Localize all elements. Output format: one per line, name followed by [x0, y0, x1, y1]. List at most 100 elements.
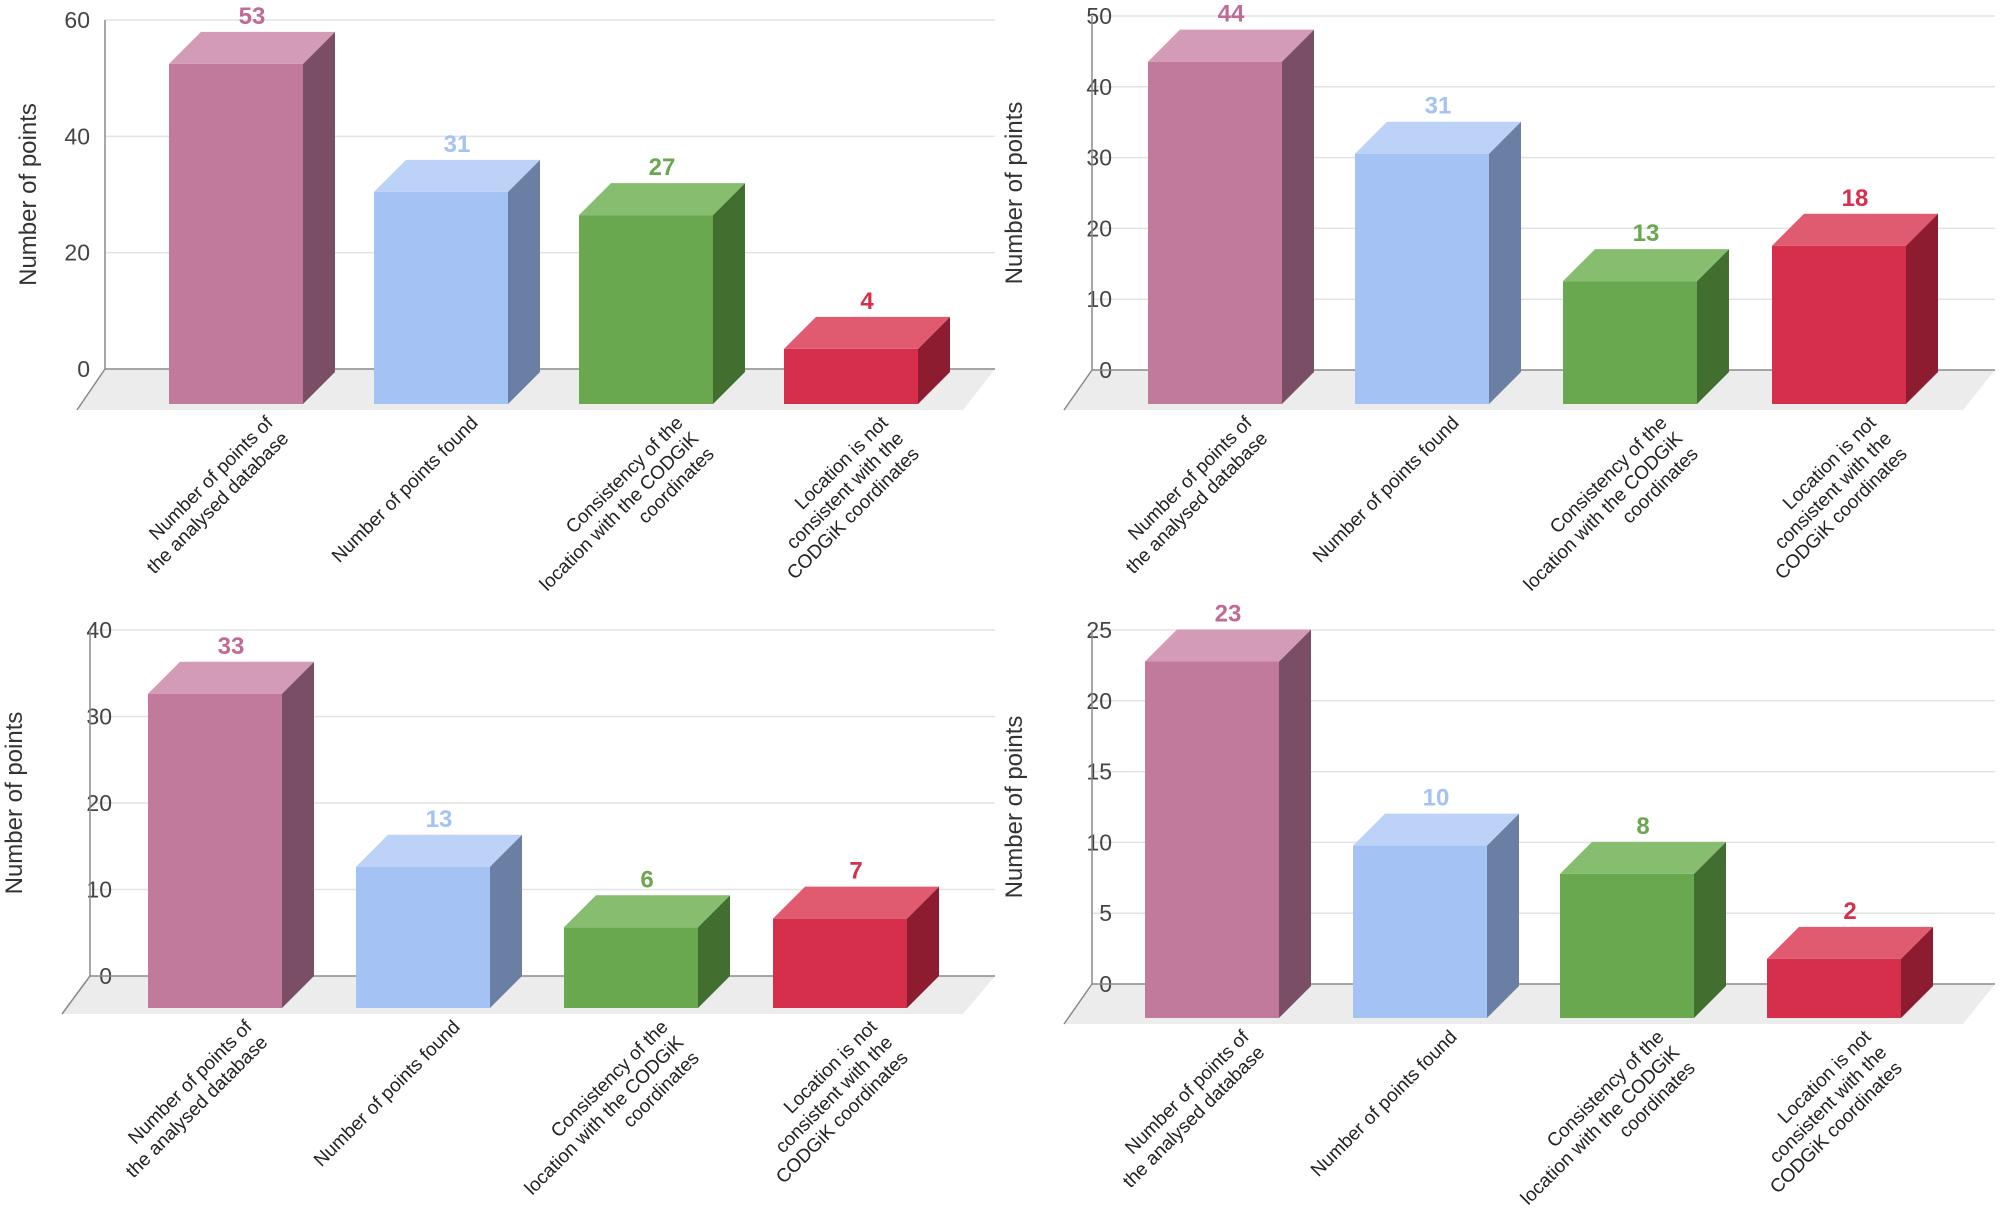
category-label: Consistency of thelocation with the CODG…: [520, 412, 719, 611]
category-label-line: location with the CODGiK: [521, 1032, 688, 1199]
bar-top: [784, 316, 950, 349]
y-tick-label: 10: [1086, 829, 1112, 855]
category-label: Consistency of thelocation with the CODG…: [1501, 1026, 1700, 1224]
category-label: Number of points ofthe analysed database: [127, 412, 293, 578]
bar-side: [1489, 121, 1521, 404]
data-label: 13: [426, 806, 453, 833]
bar-front: [1772, 245, 1906, 404]
y-axis-label: Number of points: [1, 712, 28, 895]
category-label-line: Number of points found: [1307, 1027, 1462, 1182]
bar-side: [1282, 29, 1314, 405]
bar-side: [1901, 926, 1933, 1018]
y-tick-label: 60: [64, 7, 90, 33]
category-label: Number of points ofthe analysed database: [106, 1016, 272, 1182]
bar-front: [784, 348, 918, 404]
bar-side: [918, 316, 950, 404]
data-label: 27: [649, 154, 676, 181]
data-label: 8: [1636, 813, 1649, 840]
bar-top: [1767, 926, 1933, 959]
bar: [1560, 841, 1726, 1018]
bar-top: [148, 661, 314, 694]
bar-side: [698, 895, 730, 1008]
chart-top-left: 0 20 40 60 Number of points 53 Number of point…: [15, 3, 995, 611]
y-axis-label: Number of points: [1001, 102, 1028, 285]
category-label-line: Number of points found: [328, 413, 483, 568]
bar-side: [1906, 213, 1938, 404]
bar: [1353, 813, 1519, 1018]
bar-front: [564, 927, 698, 1008]
y-tick-label: 50: [1086, 3, 1112, 29]
bar-side: [303, 31, 335, 405]
y-tick-label: 0: [77, 356, 90, 382]
data-label: 44: [1218, 1, 1245, 28]
y-axis-depth: [1063, 369, 1093, 411]
y-tick-label: 20: [64, 240, 90, 266]
y-tick-label: 15: [1086, 759, 1112, 785]
bar-top: [1563, 249, 1729, 282]
bar-side: [1487, 813, 1519, 1018]
y-tick-label: 10: [1086, 286, 1112, 312]
bar-top: [564, 895, 730, 928]
data-label: 6: [640, 866, 653, 893]
data-label: 7: [849, 858, 862, 885]
category-label: Consistency of thelocation with the CODG…: [1504, 412, 1703, 611]
data-label: 13: [1633, 220, 1660, 247]
bar: [1563, 249, 1729, 404]
category-label-line: location with the CODGiK: [536, 428, 703, 595]
category-label: Number of points ofthe analysed database: [1103, 1026, 1269, 1192]
data-label: 33: [218, 633, 245, 660]
bar-side: [1694, 841, 1726, 1018]
category-label-line: Number of points found: [1309, 413, 1464, 568]
bar-top: [374, 159, 540, 192]
y-tick-label: 5: [1099, 900, 1112, 926]
data-label: 4: [860, 288, 874, 315]
bar-front: [1148, 61, 1282, 405]
bar-front: [1560, 873, 1694, 1018]
bar-front: [1355, 153, 1489, 404]
bar-front: [374, 191, 508, 404]
y-axis-label: Number of points: [1001, 716, 1028, 899]
category-label: Location is notconsistent with theCODGiK…: [752, 412, 924, 584]
bar: [169, 31, 335, 405]
bar-side: [907, 886, 939, 1008]
bar-front: [773, 918, 907, 1008]
y-tick-label: 20: [1086, 215, 1112, 241]
data-label: 23: [1215, 601, 1242, 628]
category-label: Location is notconsistent with theCODGiK…: [1735, 1026, 1907, 1198]
category-label: Number of points found: [310, 1017, 465, 1172]
category-label-line: the analysed database: [143, 428, 293, 578]
bar: [773, 886, 939, 1008]
category-label-line: the analysed database: [1122, 428, 1272, 578]
y-axis-label: Number of points: [15, 103, 42, 286]
category-label-line: location with the CODGiK: [1517, 1042, 1684, 1209]
bar-top: [1148, 29, 1314, 62]
bar-side: [490, 834, 522, 1008]
category-label-line: the analysed database: [1119, 1042, 1269, 1192]
data-label: 10: [1423, 785, 1450, 812]
bar-front: [1563, 281, 1697, 404]
bar-front: [579, 215, 713, 404]
bar-front: [148, 693, 282, 1008]
bar-front: [356, 866, 490, 1008]
y-tick-label: 40: [64, 123, 90, 149]
bar-front: [169, 63, 303, 405]
bar: [564, 895, 730, 1008]
bar: [148, 661, 314, 1008]
bar: [784, 316, 950, 404]
category-label-line: Number of points of: [1121, 1026, 1254, 1159]
bar-top: [1145, 629, 1311, 662]
category-label: Number of points ofthe analysed database: [1106, 412, 1272, 578]
y-tick-label: 25: [1086, 617, 1112, 643]
bar-side: [1279, 629, 1311, 1018]
data-label: 31: [444, 131, 471, 158]
bar-side: [1697, 249, 1729, 404]
bar: [1145, 629, 1311, 1018]
bar-top: [773, 886, 939, 919]
bar-side: [282, 661, 314, 1008]
bar-top: [169, 31, 335, 64]
bar: [1767, 926, 1933, 1018]
category-label: Number of points found: [1309, 413, 1464, 568]
